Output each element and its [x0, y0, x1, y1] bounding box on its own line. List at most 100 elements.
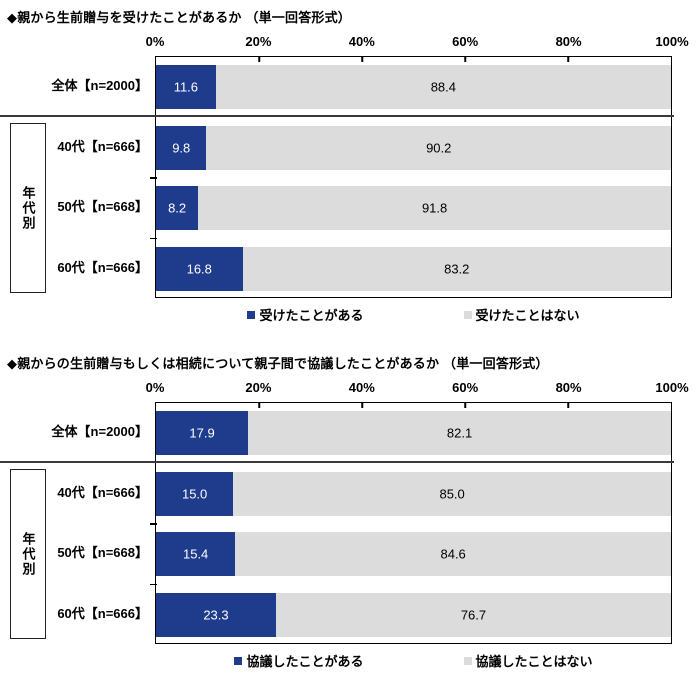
- legend: 受けたことがある 受けたことはない: [155, 305, 672, 324]
- axis-tick-mark: [258, 403, 260, 408]
- bar-segment-no: 85.0: [233, 471, 671, 516]
- bar-segment-no: 76.7: [275, 592, 671, 637]
- bar-segment-no: 91.8: [198, 186, 671, 230]
- x-axis-tick-label: 100%: [655, 380, 689, 395]
- bar-segment-no: 88.4: [215, 65, 671, 109]
- axis-tick-mark: [567, 403, 569, 408]
- x-axis-tick-label: 20%: [245, 380, 272, 395]
- category-tick-mark: [150, 583, 157, 585]
- category-tick-mark: [150, 177, 157, 179]
- category-label: 40代【n=666】: [57, 484, 148, 500]
- legend: 協議したことがある 協議したことはない: [155, 651, 672, 670]
- x-axis-tick-label: 60%: [452, 34, 479, 49]
- bar-value-label: 15.4: [182, 546, 209, 562]
- bar-segment-yes: 15.4: [156, 532, 236, 576]
- total-group-separator-line: [0, 461, 674, 463]
- bar-segment-yes: 17.9: [156, 411, 249, 455]
- bar-value-label: 88.4: [430, 79, 457, 95]
- bar-value-label: 85.0: [439, 486, 465, 501]
- category-label: 40代【n=666】: [57, 138, 148, 154]
- bar-row: 11.6 88.4: [156, 57, 671, 118]
- legend-swatch-yes: [234, 656, 243, 665]
- bar-value-label: 9.8: [172, 140, 191, 155]
- category-label: 50代【n=668】: [57, 545, 148, 560]
- plot-area: 11.6 88.4 9.8 90.2 8.2 91.8 16.8 83.2: [150, 56, 672, 300]
- bar-row: 15.0 85.0: [156, 464, 671, 525]
- bar-value-label: 82.1: [446, 425, 473, 441]
- x-axis-tick-label: 100%: [655, 34, 689, 49]
- bar-value-label: 17.9: [189, 425, 215, 441]
- x-axis-tick-label: 80%: [555, 380, 582, 395]
- bar-value-label: 76.7: [460, 607, 487, 622]
- category-label: 全体【n=2000】: [51, 424, 148, 439]
- group-label-box: 年代別: [10, 469, 46, 639]
- legend-item-no: 協議したことはない: [463, 651, 593, 670]
- legend-label: 受けたことがある: [259, 308, 364, 323]
- x-axis-tick-label: 60%: [452, 380, 479, 395]
- category-labels: 全体【n=2000】 40代【n=666】 50代【n=668】 60代【n=6…: [0, 56, 148, 298]
- axis-tick-mark: [464, 403, 466, 408]
- axis-tick-mark: [361, 403, 363, 408]
- bar-row: 9.8 90.2: [156, 118, 671, 179]
- category-tick-mark: [150, 523, 157, 525]
- axis-tick-mark: [567, 57, 569, 62]
- bar-row: 23.3 76.7: [156, 585, 671, 646]
- bar-segment-no: 83.2: [242, 246, 671, 291]
- axis-tick-mark: [258, 57, 260, 62]
- chart-title: ◆親から生前贈与を受けたことがあるか （単一回答形式）: [7, 10, 352, 25]
- plot-area: 17.9 82.1 15.0 85.0 15.4 84.6 23.3 76.7: [150, 402, 672, 646]
- legend-label: 協議したことがある: [246, 654, 364, 669]
- chart-title: ◆親からの生前贈与もしくは相続について親子間で協議したことがあるか （単一回答形…: [7, 356, 549, 371]
- bar-value-label: 15.0: [181, 486, 208, 501]
- group-label-box: 年代別: [10, 123, 46, 293]
- axis-tick-mark: [464, 57, 466, 62]
- legend-swatch-no: [463, 310, 472, 319]
- bar-segment-no: 90.2: [206, 125, 671, 170]
- bar-value-label: 83.2: [444, 261, 470, 276]
- x-axis-tick-label: 20%: [245, 34, 272, 49]
- bar-row: 8.2 91.8: [156, 178, 671, 239]
- bar-row: 16.8 83.2: [156, 239, 671, 300]
- group-label: 年代別: [20, 531, 36, 577]
- bar-row: 17.9 82.1: [156, 403, 671, 464]
- x-axis: 0% 20% 40% 60% 80% 100%: [146, 380, 689, 396]
- category-label: 全体【n=2000】: [51, 78, 148, 93]
- bar-segment-yes: 9.8: [156, 125, 207, 170]
- bar-segment-no: 82.1: [248, 411, 671, 455]
- category-labels: 全体【n=2000】 40代【n=666】 50代【n=668】 60代【n=6…: [0, 402, 148, 644]
- legend-item-yes: 受けたことがある: [247, 305, 364, 324]
- bar-value-label: 84.6: [440, 546, 466, 562]
- category-label: 60代【n=666】: [57, 259, 148, 275]
- bar-value-label: 11.6: [173, 79, 199, 95]
- group-label: 年代別: [20, 185, 36, 231]
- x-axis: 0% 20% 40% 60% 80% 100%: [146, 34, 689, 50]
- category-tick-mark: [150, 237, 157, 239]
- legend-item-no: 受けたことはない: [463, 305, 580, 324]
- bar-segment-yes: 23.3: [156, 592, 276, 637]
- bar-row: 15.4 84.6: [156, 524, 671, 585]
- bar-value-label: 16.8: [186, 261, 212, 276]
- x-axis-tick-label: 0%: [145, 34, 165, 49]
- bar-segment-yes: 11.6: [156, 65, 216, 109]
- bar-segment-no: 84.6: [235, 532, 671, 576]
- legend-label: 受けたことはない: [475, 308, 580, 323]
- x-axis-tick-label: 0%: [145, 380, 165, 395]
- bar-value-label: 91.8: [421, 200, 448, 216]
- legend-swatch-no: [463, 656, 472, 665]
- bar-segment-yes: 16.8: [156, 246, 243, 291]
- bar-segment-yes: 8.2: [156, 186, 199, 230]
- x-axis-tick-label: 40%: [348, 34, 375, 49]
- category-label: 50代【n=668】: [57, 199, 148, 214]
- bar-value-label: 90.2: [426, 140, 452, 155]
- x-axis-tick-label: 80%: [555, 34, 582, 49]
- axis-tick-mark: [361, 57, 363, 62]
- x-axis-tick-label: 40%: [348, 380, 375, 395]
- bar-value-label: 23.3: [203, 607, 229, 622]
- legend-label: 協議したことはない: [475, 654, 593, 669]
- chart-block-discussed-inheritance: ◆親からの生前贈与もしくは相続について親子間で協議したことがあるか （単一回答形…: [0, 339, 700, 678]
- legend-swatch-yes: [247, 310, 256, 319]
- category-label: 60代【n=666】: [57, 605, 148, 621]
- legend-item-yes: 協議したことがある: [234, 651, 364, 670]
- total-group-separator-line: [0, 115, 674, 117]
